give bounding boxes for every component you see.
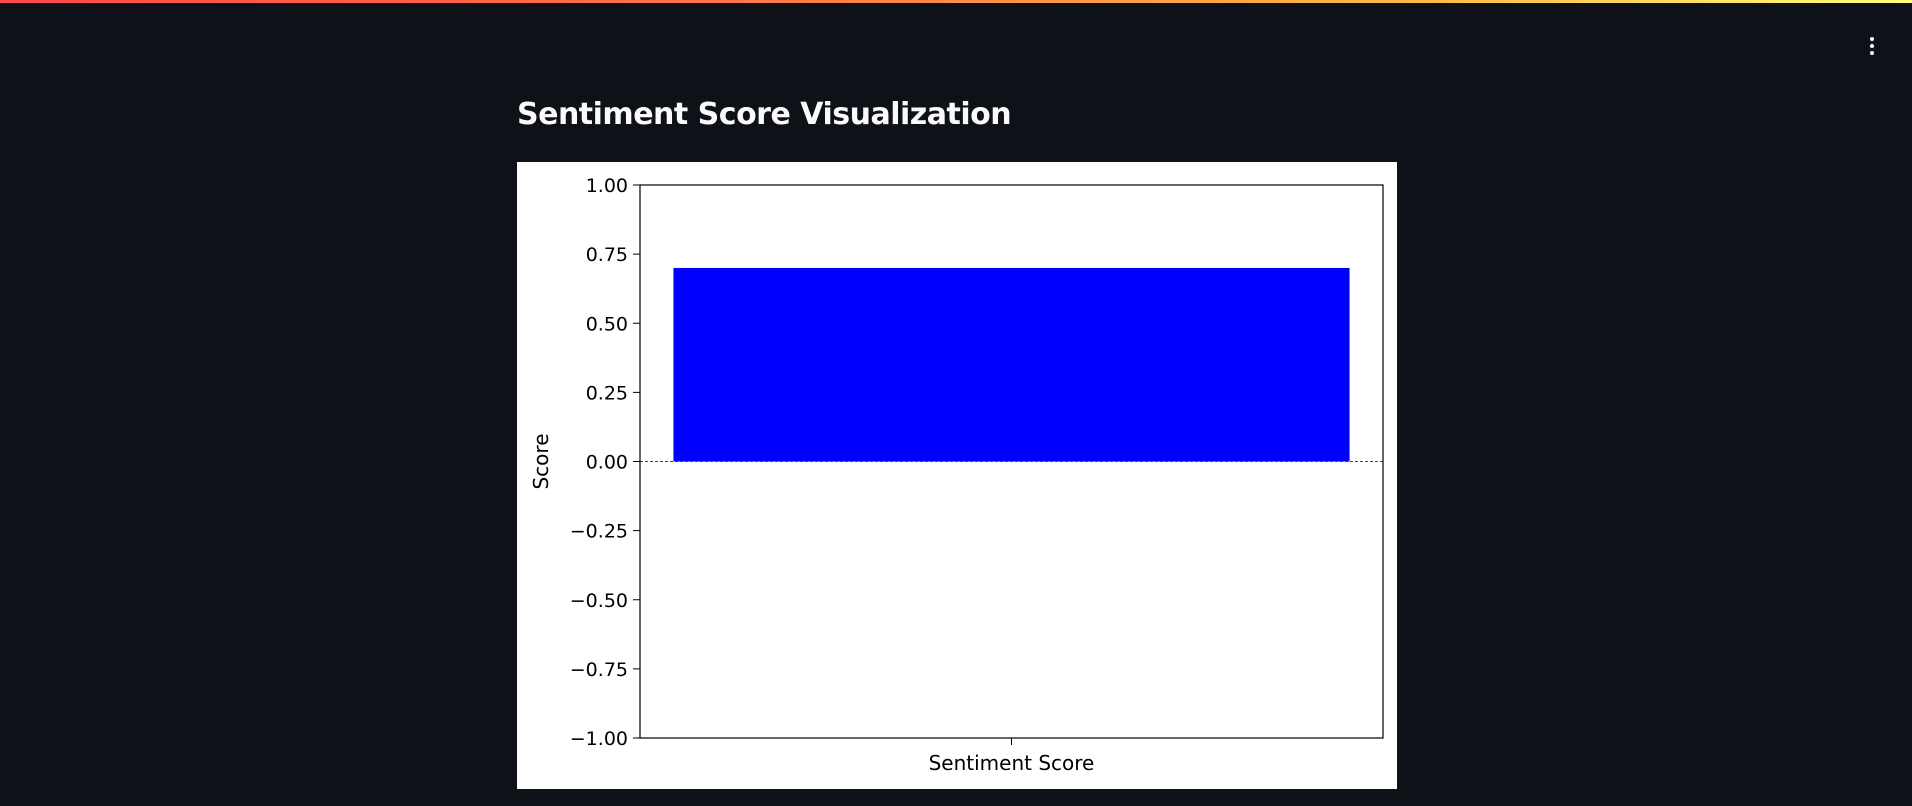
chart-container: 1.00 0.75 0.50 0.25 0.00 −0.25 −0.50 −0.75 −1.00…: [517, 162, 1397, 789]
x-axis-label: Sentiment Score: [929, 751, 1095, 775]
page-title: Sentiment Score Visualization: [517, 97, 1012, 132]
y-axis-label: Score: [529, 433, 553, 489]
vertical-ellipsis-icon: [1870, 37, 1874, 55]
y-tick-label: −1.00: [570, 728, 628, 750]
y-tick-label: 0.50: [586, 313, 628, 335]
y-tick-label: −0.75: [570, 659, 628, 681]
y-tick-label: 1.00: [586, 175, 628, 197]
sentiment-bar-chart: 1.00 0.75 0.50 0.25 0.00 −0.25 −0.50 −0.75 −1.00…: [529, 175, 1384, 775]
header-decoration-bar: [0, 0, 1912, 3]
bar-sentiment-score: [673, 267, 1350, 462]
y-axis-ticks: 1.00 0.75 0.50 0.25 0.00 −0.25 −0.50 −0.75 −1.00: [570, 175, 640, 750]
main-menu-button[interactable]: [1858, 32, 1886, 60]
y-tick-label: −0.25: [570, 521, 628, 543]
y-tick-label: −0.50: [570, 590, 628, 612]
y-tick-label: 0.75: [586, 244, 628, 266]
bars: [673, 267, 1350, 462]
y-tick-label: 0.25: [586, 382, 628, 404]
y-tick-label: 0.00: [586, 452, 628, 474]
